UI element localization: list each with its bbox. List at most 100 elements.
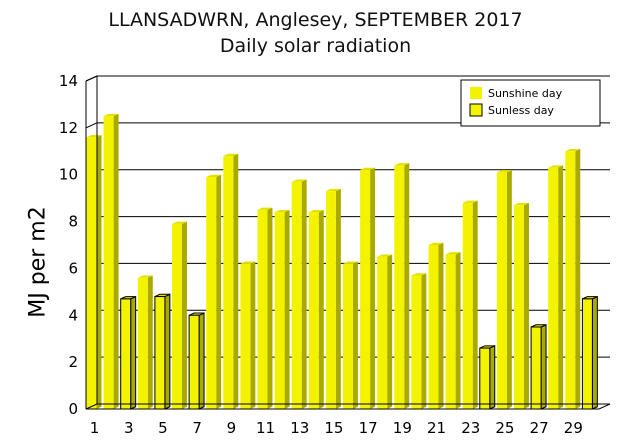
- y-tick-label: 10: [59, 166, 78, 184]
- bar-sunshine: [103, 113, 119, 410]
- x-tick-label: 11: [256, 419, 275, 437]
- bar-top: [377, 254, 393, 257]
- legend-box: [460, 79, 601, 127]
- bar-front: [308, 212, 319, 409]
- chart-title: LLANSADWRN, Anglesey, SEPTEMBER 2017: [108, 9, 523, 31]
- axes: [85, 75, 611, 410]
- bar-front: [581, 298, 593, 410]
- x-tick-label: 1: [90, 419, 100, 437]
- bar-side: [387, 254, 393, 409]
- bar-front: [325, 191, 336, 409]
- bar-side: [421, 273, 427, 409]
- floor: [85, 403, 611, 410]
- bar-top: [548, 165, 564, 168]
- x-tick-label: 27: [530, 419, 549, 437]
- bar-sunshine: [411, 273, 427, 409]
- bar-front: [137, 277, 148, 409]
- bar-front: [223, 155, 234, 409]
- bar-top: [514, 202, 529, 206]
- x-tick-label: 19: [393, 419, 412, 437]
- bar-front: [343, 263, 353, 409]
- y-tick-label: 14: [59, 72, 78, 90]
- bar-front: [172, 223, 182, 409]
- bar-top: [445, 252, 461, 255]
- bar-front: [103, 116, 114, 410]
- bar-top: [172, 221, 187, 224]
- bar-front: [154, 296, 166, 410]
- bar-side: [558, 165, 564, 409]
- bar-side: [198, 312, 205, 410]
- bar-side: [250, 261, 256, 409]
- bar-front: [548, 167, 559, 409]
- bar-side: [318, 209, 324, 409]
- bar-top: [257, 207, 273, 210]
- y-tick-label: 4: [68, 306, 78, 324]
- x-tick-label: 3: [124, 419, 134, 437]
- bar-sunshine: [86, 134, 102, 409]
- legend-swatch-sunless: [469, 103, 483, 117]
- chart-subtitle: Daily solar radiation: [219, 35, 412, 57]
- bar-front: [360, 170, 371, 409]
- y-tick-label: 0: [68, 400, 78, 418]
- bar-sunless: [479, 345, 496, 410]
- y-tick-label: 8: [68, 213, 78, 231]
- bar-front: [514, 205, 524, 409]
- y-tick-label: 2: [68, 353, 78, 371]
- bar-top: [291, 179, 307, 182]
- bar-front: [240, 263, 251, 409]
- bar-side: [96, 134, 102, 409]
- bar-top: [274, 209, 290, 213]
- legend: Sunshine day Sunless day: [460, 79, 601, 127]
- bar-side: [524, 202, 529, 409]
- bar-top: [565, 149, 581, 152]
- bar-side: [267, 207, 273, 409]
- bar-sunless: [581, 295, 598, 410]
- bar-sunless: [120, 295, 137, 410]
- x-tick-label: 5: [158, 419, 168, 437]
- bar-top: [360, 167, 376, 171]
- x-tick-label: 23: [461, 419, 480, 437]
- bar-sunless: [188, 312, 205, 410]
- bar-sunshine: [394, 163, 410, 409]
- bar-top: [394, 163, 410, 166]
- y-tick-labels: 0 2 4 6 8 10 12 14: [59, 72, 78, 418]
- bar-front: [479, 347, 491, 410]
- bars: [86, 113, 598, 410]
- bar-top: [103, 113, 119, 117]
- bar-front: [86, 137, 97, 409]
- y-tick-label: 6: [68, 259, 78, 277]
- x-tick-label: 9: [227, 419, 237, 437]
- bar-sunshine: [240, 261, 256, 409]
- bar-sunshine: [496, 170, 512, 409]
- bar-top: [428, 242, 444, 245]
- bar-side: [489, 345, 496, 410]
- bar-front: [462, 202, 473, 409]
- bar-side: [147, 275, 153, 409]
- bar-sunshine: [462, 200, 478, 409]
- x-tick-label: 13: [290, 419, 309, 437]
- bar-front: [257, 209, 268, 409]
- bar-side: [540, 323, 547, 410]
- x-tick-label: 21: [427, 419, 446, 437]
- bar-sunshine: [548, 165, 564, 409]
- bar-front: [496, 172, 507, 409]
- bar-top: [343, 261, 358, 264]
- bar-sunshine: [377, 254, 393, 409]
- bar-side: [113, 113, 119, 410]
- bar-side: [370, 167, 376, 409]
- back-wall-top: [85, 75, 98, 82]
- bar-side: [404, 163, 410, 409]
- y-tick-label: 12: [59, 119, 78, 137]
- bar-side: [455, 252, 461, 409]
- bar-side: [335, 188, 341, 409]
- bar-sunshine: [308, 209, 324, 409]
- bar-sunshine: [257, 207, 273, 409]
- bar-side: [233, 153, 239, 409]
- x-tick-label: 25: [495, 419, 514, 437]
- bar-sunshine: [291, 179, 307, 409]
- bar-sunshine: [137, 275, 153, 409]
- bar-front: [291, 181, 302, 409]
- x-tick-label: 29: [564, 419, 583, 437]
- bar-sunshine: [514, 202, 529, 409]
- bar-sunless: [530, 323, 547, 410]
